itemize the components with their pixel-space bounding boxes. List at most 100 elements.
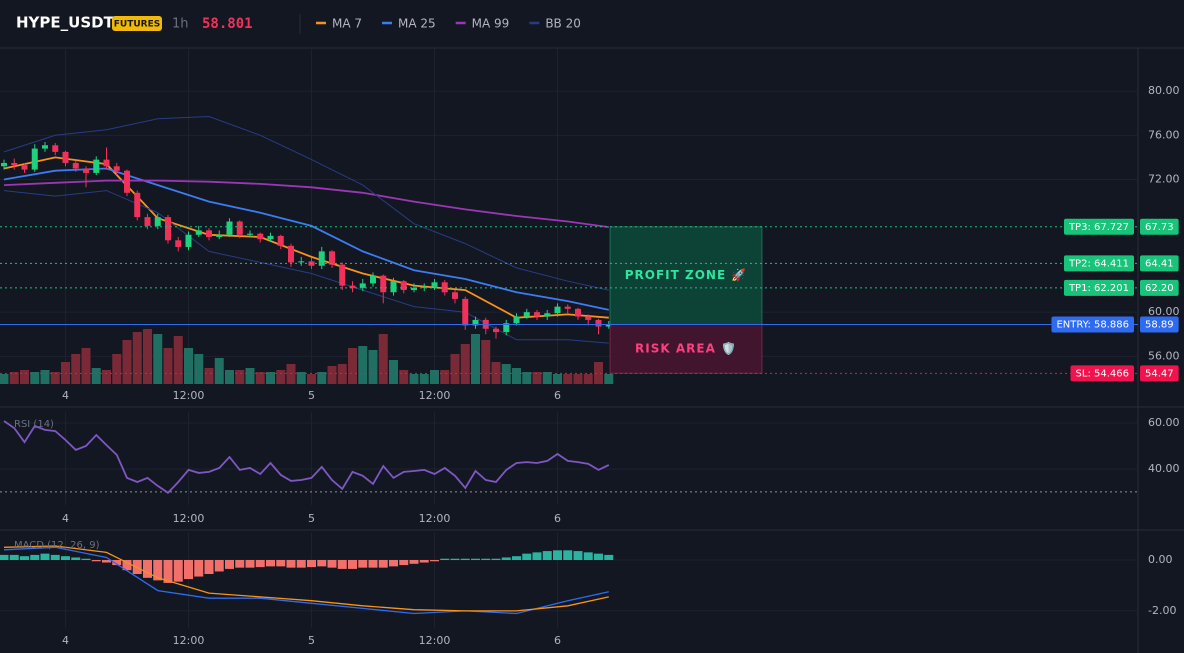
candle-body [400,281,407,291]
volume-bar [102,370,111,384]
histogram-bar [358,559,368,568]
histogram-bar [327,559,337,568]
level-label-group: TP1: 62.201 [1063,279,1134,296]
candle-body [93,159,100,173]
volume-bar [532,372,542,384]
histogram-bar [266,559,275,567]
candle-body [595,319,602,327]
level-axis-label: 58.89 [1145,319,1174,330]
histogram-bar [512,556,521,560]
candle-body [513,316,520,324]
histogram-bar [204,559,214,575]
x-tick-label: 12:00 [173,389,205,402]
badge: FUTURES [114,20,160,30]
volume-bar [317,372,327,384]
volume-bar [399,370,409,384]
candle-body [31,148,38,170]
candle-body [431,282,438,287]
candle-body [113,166,120,171]
candle-body [11,162,18,166]
candle-body [216,234,223,237]
volume-bar [307,374,316,384]
histogram-bar [532,552,542,560]
candle-body [21,165,28,170]
histogram-bar [542,551,552,560]
candle-body [359,283,366,288]
candle-body [247,233,253,235]
histogram-bar [522,553,532,560]
legend-label: MA 25 [398,17,436,31]
volume-bar [173,336,183,384]
candle-body [534,312,540,317]
candle-body [452,292,458,299]
volume-bar [522,372,532,384]
level-label-group: TP2: 64.411 [1063,255,1134,272]
x-tick-label: 6 [554,389,561,402]
zone [609,323,763,374]
badge-bg [112,16,162,31]
indicator-line [3,115,609,291]
histogram-bar [594,553,603,560]
volume-bar [358,346,368,384]
legend-label: MA 7 [332,17,362,31]
histogram-bar [296,559,306,568]
level-label-group: ENTRY: 58.886 [1051,316,1134,333]
candle-body [472,319,479,326]
histogram-bar [317,559,327,567]
x-tick-label: 4 [62,634,69,647]
candle-body [267,235,274,240]
volume-bar [276,370,286,384]
y-tick-label: -2.00 [1148,604,1176,617]
candle-body [257,233,264,240]
level-axis-label-group: 62.20 [1140,279,1179,296]
volume-bar [563,374,573,384]
volume-bar [327,366,337,384]
histogram-bar [235,559,245,568]
candle-body [523,312,530,317]
y-tick-label: 40.00 [1148,462,1180,475]
candle-body [462,298,469,326]
x-tick-label: 12:00 [419,512,451,525]
candle-body [411,287,417,291]
histogram-bar [440,558,450,560]
last-price: 58.801 [202,16,253,32]
histogram-bar [419,559,429,563]
x-tick-label: 6 [554,634,561,647]
level-axis-label: 62.20 [1145,283,1174,294]
volume-bar [81,348,91,384]
histogram-bar [143,559,152,578]
histogram-bar [71,557,81,560]
level-label: TP1: 62.201 [1068,283,1129,294]
symbol: HYPE_USDT [16,14,115,32]
histogram-bar [583,552,593,560]
volume-bar [20,370,29,384]
volume-bar [460,344,470,384]
candle-body [62,151,69,163]
zone-label: PROFIT ZONE 🚀 [625,268,748,282]
volume-bar [481,340,491,384]
histogram-bar [163,559,173,583]
histogram-bar [491,558,501,560]
level-axis-label-group: 64.41 [1140,255,1179,272]
volume-bar [419,374,429,384]
y-tick-label: 60.00 [1148,416,1180,429]
histogram-bar [61,556,70,560]
histogram-bar [460,558,470,560]
candle-body [575,308,581,317]
volume-bar [9,372,19,384]
volume-bar [450,354,460,384]
indicator-line [3,190,609,344]
level-label: ENTRY: 58.886 [1056,319,1129,330]
level-label-bg [1051,316,1134,333]
candle-body [605,324,612,327]
candle-body [339,264,346,286]
candle-body [329,251,335,265]
volume-bar [30,372,40,384]
y-tick-label: 0.00 [1148,553,1173,566]
macd-line [3,546,609,615]
volume-bar [296,372,306,384]
legend-label: MA 99 [472,17,510,31]
